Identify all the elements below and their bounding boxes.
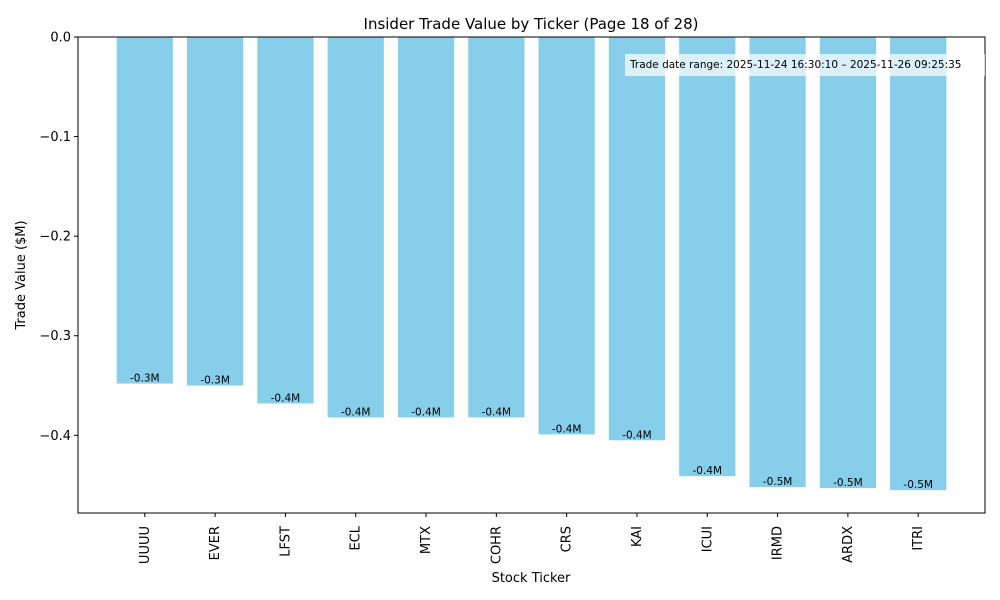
plot-area: -0.3M UUUU -0.3M EVER -0.4M LFST -0.4M ECL -0.4M… (39, 31, 986, 564)
chart-title: Insider Trade Value by Ticker (Page 18 o… (364, 15, 699, 33)
bar-icui (679, 37, 736, 477)
x-axis-label: Stock Ticker (492, 571, 571, 586)
bar-ever (186, 37, 244, 386)
bar-crs (538, 37, 595, 435)
annotation-box: Trade date range: 2025-11-24 16:30:10 – … (625, 54, 985, 76)
x-tick-label: UUUU (138, 526, 153, 564)
bar-cohr (468, 37, 525, 418)
bar-itri (890, 37, 947, 491)
bar-ecl (327, 37, 384, 418)
x-tick-label: EVER (208, 526, 223, 560)
y-tick-label: 0.0 (50, 31, 71, 46)
data-label: -0.4M (482, 406, 512, 418)
x-tick-label: CRS (560, 526, 575, 552)
y-axis-label: Trade Value ($M) (14, 220, 29, 330)
x-tick-label: LFST (278, 526, 293, 557)
x-tick-label: MTX (419, 526, 434, 554)
y-tick-label: −0.4 (39, 429, 71, 444)
data-label: -0.4M (693, 465, 723, 477)
plot-frame (77, 36, 986, 514)
data-label: -0.3M (130, 373, 160, 385)
x-tick-label: ICUI (700, 526, 715, 552)
data-label: -0.4M (411, 406, 441, 418)
annotation-background (625, 54, 985, 76)
data-label: -0.4M (341, 406, 371, 418)
x-tick-label: ITRI (911, 526, 926, 551)
data-label: -0.4M (552, 423, 582, 435)
bar-mtx (397, 37, 455, 418)
data-label: -0.5M (903, 479, 933, 491)
data-label: -0.3M (200, 375, 230, 387)
bar-lfst (257, 37, 314, 404)
x-tick-label: COHR (489, 526, 504, 564)
x-tick-label: IRMD (771, 526, 786, 560)
x-tick-label: ARDX (841, 526, 856, 563)
x-tick-label: ECL (349, 525, 364, 550)
x-tick-label: KAI (630, 526, 645, 547)
y-tick-label: −0.3 (39, 329, 71, 344)
bar-kai (608, 37, 666, 441)
bar-uuuu (116, 37, 173, 384)
y-tick-label: −0.1 (39, 130, 71, 145)
bar-irmd (749, 37, 806, 488)
data-label: -0.5M (833, 477, 863, 489)
data-label: -0.5M (763, 476, 793, 488)
bar-ardx (819, 37, 877, 489)
y-tick-label: −0.2 (39, 230, 71, 245)
data-label: -0.4M (622, 429, 652, 441)
annotation-text: Trade date range: 2025-11-24 16:30:10 – … (629, 59, 961, 71)
data-label: -0.4M (271, 392, 301, 404)
